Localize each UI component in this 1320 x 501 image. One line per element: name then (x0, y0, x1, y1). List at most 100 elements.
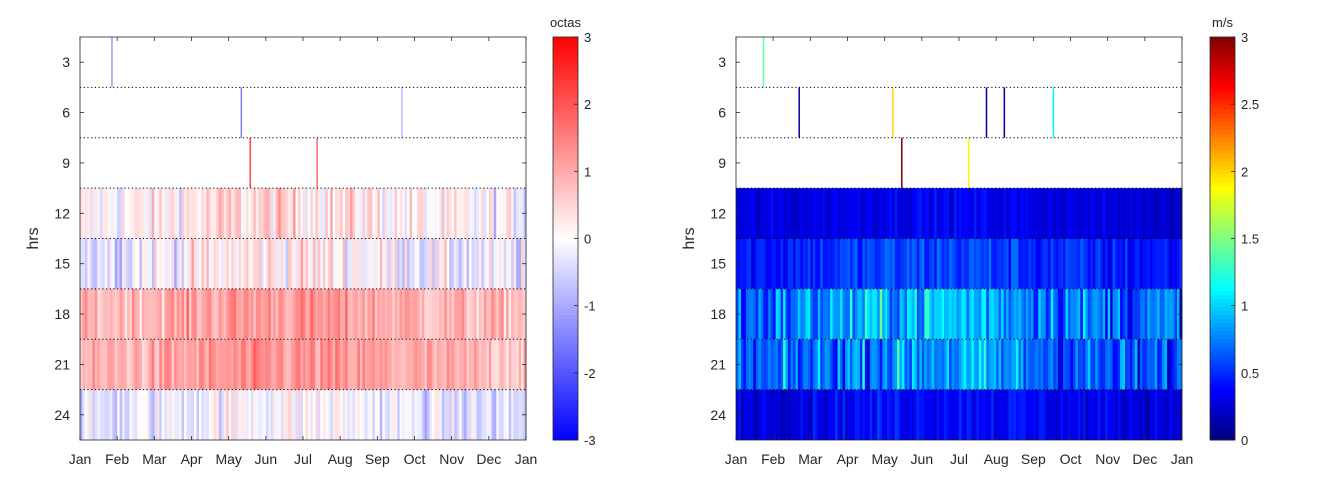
heatmap-cell-15 (887, 238, 891, 289)
heatmap-cell-15 (783, 238, 786, 289)
heatmap-cell-24 (874, 389, 878, 441)
heatmap-cell-15 (156, 238, 160, 289)
heatmap-cell-24 (119, 389, 123, 441)
heatmap-cell-18 (310, 288, 314, 340)
heatmap-cell-24 (889, 389, 893, 441)
y-tick-label: 9 (718, 155, 726, 171)
heatmap-cell-21 (327, 339, 331, 390)
heatmap-cell-21 (805, 339, 809, 390)
colorbar-segment (1210, 327, 1235, 332)
heatmap-cell-12 (298, 188, 301, 239)
heatmap-cell-18 (144, 288, 148, 340)
heatmap-cell-24 (332, 389, 336, 441)
heatmap-cell-15 (141, 238, 145, 289)
heatmap-cell-21 (129, 339, 133, 390)
heatmap-cell-12 (250, 188, 254, 239)
heatmap-cell-18 (753, 288, 757, 340)
heatmap-cell-12 (156, 188, 160, 239)
heatmap-cell-21 (835, 339, 838, 390)
heatmap-cell-21 (1149, 339, 1153, 390)
heatmap-cell-15 (149, 238, 153, 289)
heatmap-cell-12 (109, 188, 113, 239)
heatmap-cell-15 (273, 238, 277, 289)
heatmap-cell-15 (1142, 238, 1146, 289)
heatmap-cell-24 (273, 389, 277, 441)
heatmap-cell-12 (94, 188, 98, 239)
heatmap-cell-24 (1006, 389, 1009, 441)
heatmap-cell-12 (144, 188, 148, 239)
heatmap-cell-21 (978, 339, 982, 390)
heatmap-cell-24 (820, 389, 824, 441)
heatmap-cell-12 (516, 188, 519, 239)
heatmap-cell-21 (1053, 339, 1057, 390)
heatmap-cell-24 (478, 389, 482, 441)
heatmap-cell-15 (921, 238, 925, 289)
heatmap-cell-24 (792, 389, 796, 441)
heatmap-cell-24 (439, 389, 443, 441)
colorbar-segment (553, 246, 578, 252)
heatmap-cell-21 (783, 339, 786, 390)
heatmap-cell-12 (1001, 188, 1004, 239)
heatmap-cell-18 (362, 288, 366, 340)
heatmap-cell-12 (1100, 188, 1104, 239)
heatmap-cell-18 (337, 288, 341, 340)
heatmap-cell-21 (436, 339, 440, 390)
heatmap-cell-12 (459, 188, 462, 239)
heatmap-cell-15 (424, 238, 428, 289)
heatmap-cell-18 (399, 288, 403, 340)
heatmap-cell-24 (854, 389, 858, 441)
heatmap-cell-12 (407, 188, 410, 239)
heatmap-cell-24 (864, 389, 868, 441)
colorbar-segment (553, 339, 578, 344)
heatmap-cell-15 (1172, 238, 1175, 289)
colorbar-segment (553, 101, 578, 107)
heatmap-cell-18 (931, 288, 935, 340)
heatmap-cell-24 (129, 389, 133, 441)
heatmap-cell-18 (213, 288, 217, 340)
heatmap-cell-15 (909, 238, 913, 289)
heatmap-cell-18 (1134, 288, 1138, 340)
heatmap-cell-12 (797, 188, 801, 239)
heatmap-cell-18 (981, 288, 985, 340)
heatmap-cell-12 (184, 188, 187, 239)
heatmap-cell-12 (315, 188, 319, 239)
heatmap-cell-15 (265, 238, 269, 289)
heatmap-cell-12 (877, 188, 881, 239)
heatmap-cell-15 (800, 238, 804, 289)
heatmap-cell-15 (820, 238, 824, 289)
heatmap-cell-21 (1060, 339, 1064, 390)
heatmap-cell-24 (1127, 389, 1131, 441)
heatmap-cell-24 (444, 389, 448, 441)
heatmap-cell-24 (1162, 389, 1166, 441)
heatmap-cell-15 (419, 238, 423, 289)
heatmap-cell-24 (149, 389, 153, 441)
heatmap-cell-12 (295, 188, 299, 239)
heatmap-cell-12 (241, 188, 244, 239)
heatmap-cell-12 (956, 188, 960, 239)
heatmap-cell-15 (493, 238, 497, 289)
heatmap-cell-15 (1065, 238, 1069, 289)
colorbar-tick-label: 0 (1241, 433, 1248, 448)
heatmap-cell-24 (968, 389, 972, 441)
heatmap-cell-18 (441, 288, 445, 340)
heatmap-cell-18 (295, 288, 299, 340)
heatmap-cell-18 (124, 288, 128, 340)
heatmap-cell-21 (213, 339, 217, 390)
heatmap-cell-18 (303, 288, 306, 340)
heatmap-cell-18 (812, 288, 816, 340)
heatmap-cell-18 (394, 288, 398, 340)
heatmap-cell-18 (884, 288, 888, 340)
heatmap-cell-15 (461, 238, 465, 289)
heatmap-cell-21 (454, 339, 458, 390)
heatmap-cell-18 (968, 288, 972, 340)
heatmap-cell-15 (298, 238, 301, 289)
heatmap-cell-12 (845, 188, 848, 239)
heatmap-cell-12 (859, 188, 863, 239)
heatmap-cell-18 (1038, 288, 1042, 340)
heatmap-cell-24 (956, 389, 960, 441)
heatmap-cell-21 (1063, 339, 1066, 390)
colorbar-segment (1210, 89, 1235, 94)
heatmap-cell-15 (431, 238, 435, 289)
heatmap-cell-18 (916, 288, 920, 340)
colorbar-segment (553, 202, 578, 207)
